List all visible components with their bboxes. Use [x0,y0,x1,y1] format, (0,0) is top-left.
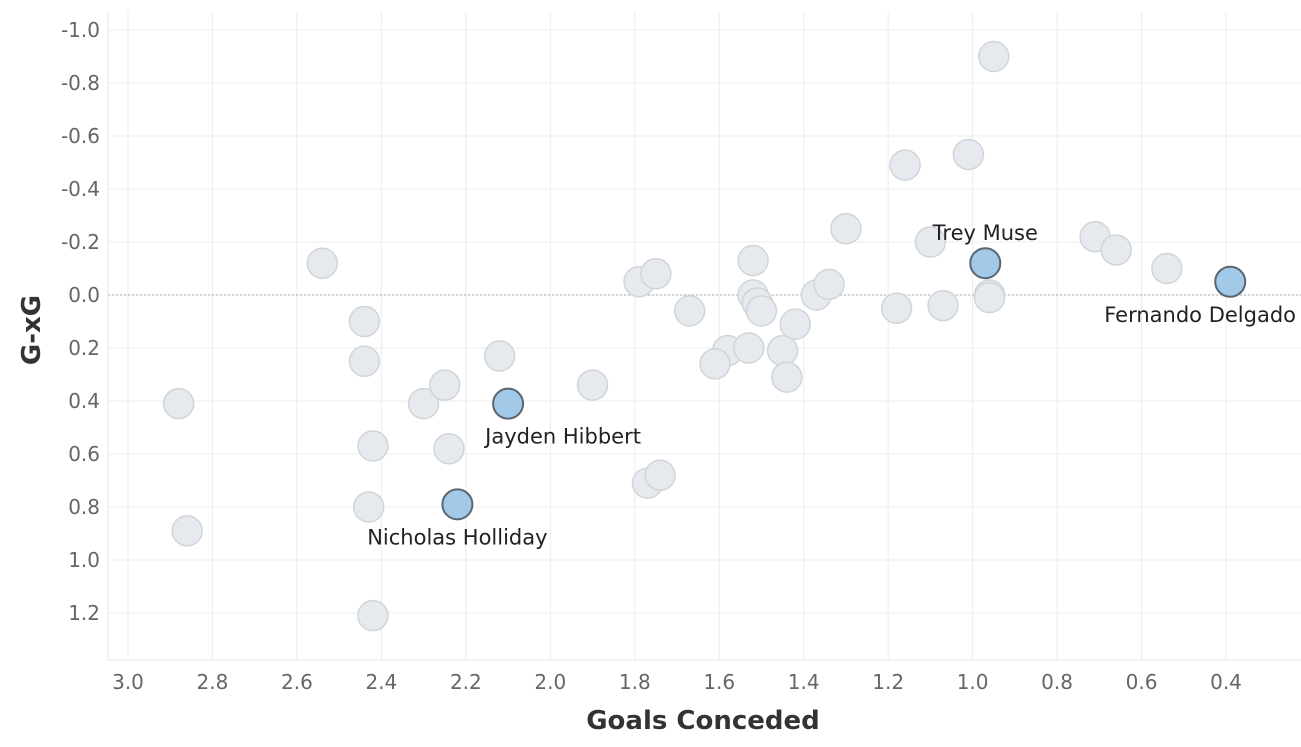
x-tick-label: 2.0 [534,670,566,694]
scatter-point [766,334,799,367]
scatter-point [914,226,947,258]
y-tick-label: 1.2 [68,601,100,625]
y-tick-label: -1.0 [61,18,100,42]
x-tick-label: 3.0 [112,670,144,694]
scatter-point [483,340,516,372]
x-tick-label: 2.4 [365,670,397,694]
x-tick-label: 1.2 [872,670,904,694]
y-tick-label: 0.6 [68,442,100,466]
point-labels: Trey Muse Fernando Delgado Jayden Hibbert N… [367,221,1296,549]
highlighted-point [441,488,474,521]
scatter-point [699,348,731,380]
x-tick-label: 1.6 [703,670,735,694]
scatter-point [433,432,465,465]
scatter-point [779,308,811,340]
point-label: Fernando Delgado [1104,303,1296,327]
scatter-point [576,369,609,401]
y-tick-label: -0.2 [61,230,100,254]
scatter-point [348,305,381,338]
point-label: Trey Muse [932,221,1038,245]
y-tick-label: -0.4 [61,177,100,201]
scatter-point [952,138,985,171]
y-axis-title: G-xG [17,295,47,365]
scatter-point [977,40,1010,73]
x-tick-label: 1.4 [788,670,820,694]
point-label: Jayden Hibbert [483,425,641,449]
y-tick-label: 0.0 [68,283,100,307]
highlighted-point [969,247,1002,280]
x-tick-label: 2.8 [197,670,229,694]
scatter-point [640,258,672,290]
grid-layer [107,12,1301,661]
x-tick-label: 0.8 [1041,670,1073,694]
scatter-point [407,387,440,420]
scatter-point [1151,252,1183,285]
scatter-point [428,369,461,401]
scatter-point [889,149,921,181]
scatter-point [348,345,381,377]
x-tick-label: 2.6 [281,670,313,694]
highlighted-point [492,387,525,420]
scatter-point [927,289,959,322]
x-tick-label: 2.2 [450,670,482,694]
x-tick-label: 1.8 [619,670,651,694]
scatter-point [673,295,706,327]
scatter-point [352,491,385,523]
scatter-point [171,515,203,547]
scatter-point [880,292,913,324]
tick-labels: 3.0 2.8 2.6 2.4 2.2 2.0 1.8 1.6 1.4 1.2 1.0 0.8 0.6 0… [61,18,1242,694]
x-tick-label: 1.0 [957,670,989,694]
scatter-point [745,295,778,327]
y-tick-label: 0.2 [68,336,100,360]
scatter-point [737,244,769,277]
x-tick-label: 0.4 [1210,670,1242,694]
scatter-point [1100,234,1132,266]
scatter-point [830,213,862,245]
scatter-point [733,332,765,364]
scatter-point [306,247,339,279]
y-tick-label: -0.6 [61,124,100,148]
y-tick-label: 0.8 [68,495,100,519]
x-tick-label: 0.6 [1126,670,1158,694]
scatter-point [357,430,389,462]
scatter-point [813,268,845,301]
point-label: Nicholas Holliday [367,525,547,549]
highlighted-point [1214,265,1247,298]
y-tick-label: -0.8 [61,71,100,95]
scatter-point [771,361,803,393]
data-points [162,40,1247,632]
y-tick-label: 0.4 [68,389,100,413]
scatter-point [162,387,195,420]
scatter-point [644,459,676,491]
y-tick-label: 1.0 [68,548,100,572]
scatter-point [973,281,1006,314]
scatter-point [357,599,389,632]
x-axis-title: Goals Conceded [586,706,820,736]
